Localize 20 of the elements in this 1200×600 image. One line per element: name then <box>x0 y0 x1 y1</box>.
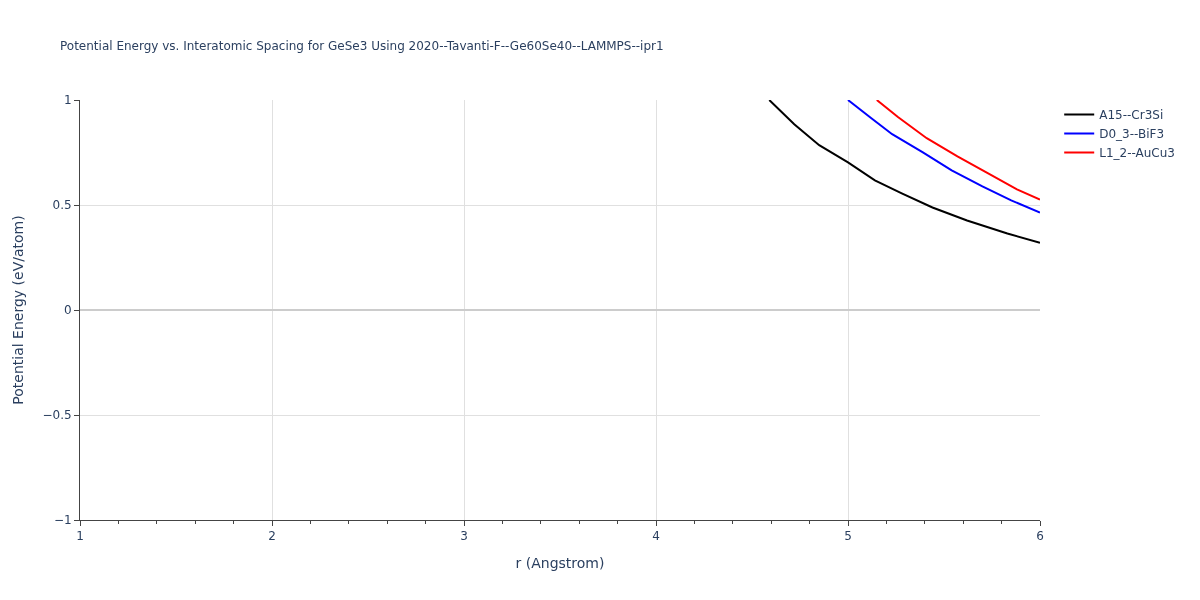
line-series <box>875 100 1040 201</box>
legend-label: L1_2--AuCu3 <box>1099 146 1175 161</box>
x-tick-label: 6 <box>1036 529 1044 544</box>
y-tick-label: 0.5 <box>52 198 72 213</box>
y-tick-label: −1 <box>53 513 72 528</box>
x-tick-label: 1 <box>76 529 84 544</box>
legend-label: D0_3--BiF3 <box>1099 127 1165 142</box>
x-tick-label: 2 <box>268 529 276 544</box>
chart-title: Potential Energy vs. Interatomic Spacing for GeSe3 Using 2020--Tavanti-F--Ge60Se40--LAMMPS--ipr1 <box>60 39 664 54</box>
y-axis-title: Potential Energy (eV/atom) <box>10 215 27 405</box>
x-axis-title: r (Angstrom) <box>515 554 605 571</box>
x-tick-label: 3 <box>460 529 468 544</box>
x-tick-label: 4 <box>652 529 660 544</box>
x-tick-label: 5 <box>844 529 852 544</box>
y-tick-label: −0.5 <box>42 408 72 423</box>
line-series <box>768 100 1040 244</box>
line-series <box>847 100 1040 214</box>
legend-label: A15--Cr3Si <box>1099 108 1164 123</box>
y-tick-label: 1 <box>63 93 72 108</box>
y-tick-label: 0 <box>63 303 72 318</box>
